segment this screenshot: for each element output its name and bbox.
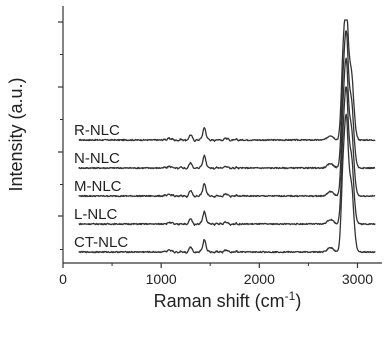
x-tick-label: 0 <box>59 271 67 287</box>
series-labels: R-NLC N-NLC M-NLC L-NLC CT-NLC <box>74 122 128 251</box>
x-tick-label: 2000 <box>244 271 275 287</box>
series-line <box>78 19 376 142</box>
traces <box>78 19 376 254</box>
series-line <box>78 30 376 170</box>
y-ticks <box>58 21 63 250</box>
series-label: R-NLC <box>74 122 120 139</box>
x-tick-label: 3000 <box>342 271 373 287</box>
plot-frame <box>62 6 382 264</box>
series-label: L-NLC <box>74 206 118 223</box>
x-tick-label: 1000 <box>146 271 177 287</box>
series-line <box>78 113 376 254</box>
series-line <box>78 86 376 226</box>
x-axis-title-close: ) <box>295 291 301 311</box>
x-ticks: 0 1000 2000 3000 <box>59 263 373 287</box>
series-label: CT-NLC <box>74 234 128 251</box>
x-axis-title-main: Raman shift (cm <box>154 291 285 311</box>
series-line <box>78 57 376 198</box>
series-label: N-NLC <box>74 150 120 167</box>
x-axis-title: Raman shift (cm-1) <box>154 289 302 311</box>
y-axis-title: Intensity (a.u.) <box>6 77 26 191</box>
series-label: M-NLC <box>74 178 122 195</box>
x-axis-title-sup: -1 <box>285 289 296 303</box>
